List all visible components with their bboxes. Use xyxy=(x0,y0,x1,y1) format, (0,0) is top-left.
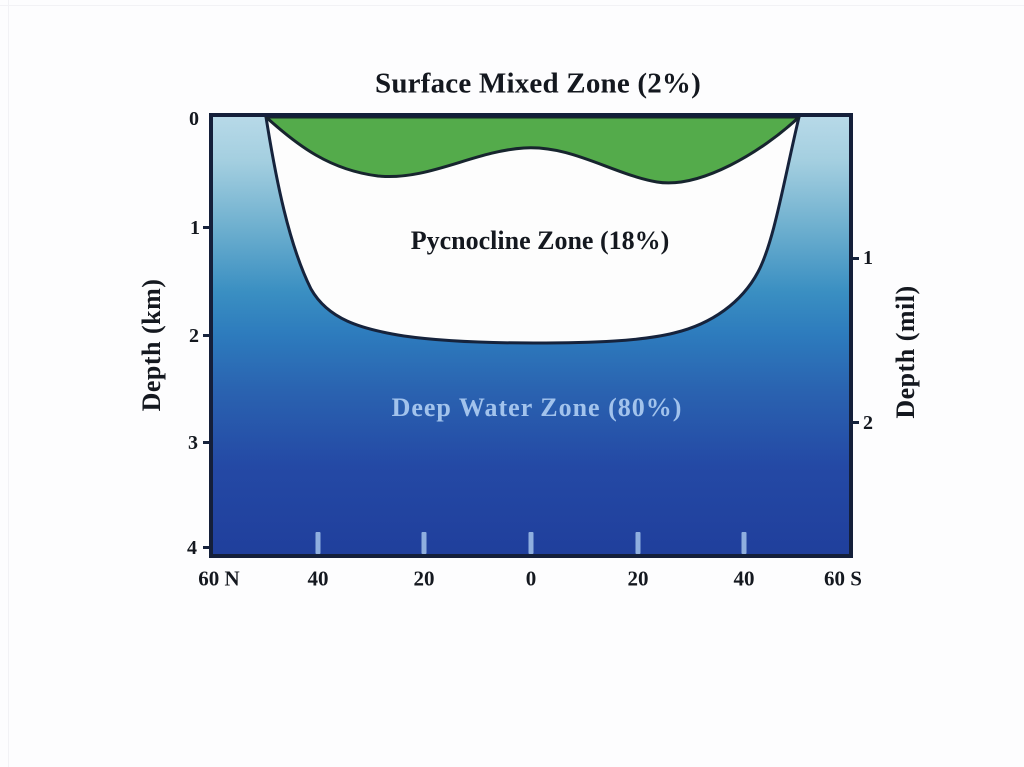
figure-title: Surface Mixed Zone (2%) xyxy=(375,67,701,100)
x-tick-label: 20 xyxy=(413,566,435,591)
y-axis-tick-nubs xyxy=(203,226,859,549)
page-edge-line-horizontal xyxy=(0,5,1024,6)
y-tick-label-right: 1 xyxy=(863,247,873,269)
y-tick-mark-right xyxy=(850,421,859,424)
y-tick-label-right: 2 xyxy=(863,412,873,434)
x-tick-mark xyxy=(741,532,747,554)
y-tick-label-left: 4 xyxy=(187,537,197,559)
x-tick-label: 20 xyxy=(627,566,649,591)
pycnocline-zone-label: Pycnocline Zone (18%) xyxy=(410,226,670,255)
deep-water-zone-label: Deep Water Zone (80%) xyxy=(391,393,683,422)
page-edge-line-vertical xyxy=(8,0,9,767)
y-tick-mark-left xyxy=(203,334,212,337)
y-tick-mark-left xyxy=(203,226,212,229)
x-axis-tick-dashes xyxy=(315,532,747,554)
x-tick-label: 60 S xyxy=(824,566,862,591)
plot-border xyxy=(209,113,853,558)
y-tick-label-left: 0 xyxy=(189,108,199,130)
y-tick-mark-right xyxy=(850,257,859,260)
y-tick-label-left: 1 xyxy=(190,217,200,239)
y-axis-title-right: Depth (mil) xyxy=(891,285,920,419)
y-axis-title-left: Depth (km) xyxy=(137,278,166,412)
x-tick-label: 60 N xyxy=(198,566,240,591)
x-tick-label: 40 xyxy=(733,566,755,591)
y-tick-mark-left xyxy=(203,546,212,549)
y-tick-label-left: 3 xyxy=(188,432,198,454)
x-tick-mark xyxy=(421,532,427,554)
y-tick-mark-left xyxy=(203,441,212,444)
x-tick-mark xyxy=(635,532,641,554)
x-tick-label: 0 xyxy=(525,566,537,591)
y-tick-label-left: 2 xyxy=(189,325,199,347)
x-tick-label: 40 xyxy=(307,566,329,591)
x-tick-mark xyxy=(528,532,534,554)
surface-mixed-zone-region xyxy=(264,115,801,185)
x-tick-mark xyxy=(315,532,321,554)
